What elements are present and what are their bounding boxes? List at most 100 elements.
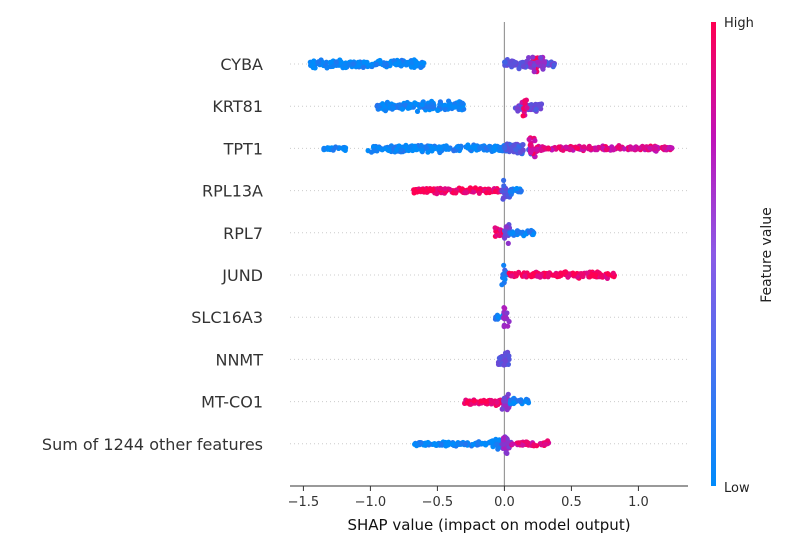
- data-point: [506, 353, 512, 359]
- data-point: [501, 275, 507, 281]
- data-point: [513, 146, 519, 153]
- data-point: [550, 272, 556, 278]
- data-point: [483, 190, 489, 196]
- data-point: [596, 270, 603, 276]
- colorbar-high-label: High: [724, 16, 754, 31]
- data-point: [567, 146, 573, 152]
- data-point: [486, 186, 492, 192]
- data-point: [503, 224, 509, 230]
- data-point: [514, 185, 520, 192]
- data-point: [515, 108, 521, 114]
- data-point: [463, 190, 469, 196]
- data-point: [431, 441, 438, 447]
- data-point: [453, 190, 459, 196]
- data-point: [538, 147, 544, 153]
- data-point: [465, 145, 471, 151]
- data-point: [451, 148, 457, 154]
- data-point: [502, 235, 508, 241]
- x-tick-label: −1.0: [355, 495, 387, 510]
- data-point: [535, 59, 541, 65]
- data-point: [397, 102, 403, 108]
- data-point: [382, 108, 389, 114]
- data-point: [515, 440, 521, 446]
- data-point: [320, 59, 326, 66]
- data-point: [346, 61, 352, 67]
- feature-label: RPL13A: [202, 182, 263, 201]
- data-point: [500, 195, 507, 201]
- data-point: [492, 225, 498, 231]
- data-point: [503, 358, 509, 364]
- data-point: [390, 105, 396, 111]
- data-point: [503, 230, 509, 236]
- data-point: [488, 438, 494, 445]
- data-point: [407, 101, 414, 107]
- feature-label: MT-CO1: [201, 393, 263, 412]
- data-point: [528, 143, 534, 149]
- data-point: [469, 144, 475, 150]
- data-point: [661, 145, 667, 151]
- data-point: [494, 441, 500, 447]
- data-point: [333, 59, 339, 65]
- data-point: [511, 142, 517, 148]
- data-point: [413, 58, 419, 64]
- data-point: [502, 145, 508, 151]
- data-point: [531, 62, 537, 68]
- data-point: [501, 398, 507, 404]
- colorbar: High Low Feature value: [711, 16, 775, 496]
- data-point: [437, 145, 444, 151]
- data-point: [669, 145, 675, 151]
- data-point: [475, 439, 481, 445]
- data-point: [414, 63, 420, 69]
- data-point: [326, 145, 332, 151]
- data-point: [509, 441, 515, 447]
- data-point: [511, 400, 517, 406]
- data-point: [501, 314, 508, 320]
- data-point: [477, 145, 483, 151]
- data-point: [501, 177, 507, 183]
- x-tick-label: −1.5: [288, 495, 320, 510]
- data-point: [527, 61, 533, 67]
- data-point: [491, 145, 497, 151]
- data-point: [381, 62, 387, 68]
- data-point: [603, 147, 610, 153]
- data-point: [418, 64, 424, 70]
- data-point: [531, 442, 537, 448]
- data-point: [502, 59, 508, 65]
- data-point: [403, 62, 409, 68]
- data-point: [546, 270, 552, 276]
- data-point: [450, 104, 457, 110]
- data-point: [542, 441, 549, 447]
- data-point: [499, 282, 505, 288]
- data-point: [442, 186, 448, 192]
- data-point: [446, 98, 452, 104]
- data-point: [508, 188, 514, 194]
- data-point: [631, 145, 637, 152]
- data-point: [464, 400, 470, 406]
- data-point: [333, 144, 339, 150]
- data-point: [522, 273, 528, 279]
- data-point: [396, 60, 402, 66]
- colorbar-low-label: Low: [724, 481, 750, 496]
- data-point: [483, 399, 489, 405]
- data-point: [454, 144, 460, 150]
- data-point: [327, 59, 333, 65]
- data-point: [435, 107, 441, 113]
- data-point: [586, 143, 592, 149]
- data-point: [519, 59, 526, 65]
- data-point: [372, 147, 378, 154]
- data-point: [398, 147, 404, 153]
- data-point: [540, 66, 546, 72]
- x-axis-ticks: −1.5 −1.0 −0.5 0.0 0.5 1.0: [288, 486, 649, 510]
- data-point: [462, 441, 468, 447]
- data-point: [450, 441, 456, 447]
- data-point: [520, 113, 526, 119]
- data-point: [430, 187, 436, 193]
- data-point: [437, 185, 443, 191]
- data-point: [478, 398, 484, 404]
- data-point: [563, 269, 569, 275]
- data-point: [369, 61, 375, 67]
- data-point: [406, 144, 413, 150]
- data-point: [533, 106, 539, 112]
- colorbar-title: Feature value: [759, 207, 775, 303]
